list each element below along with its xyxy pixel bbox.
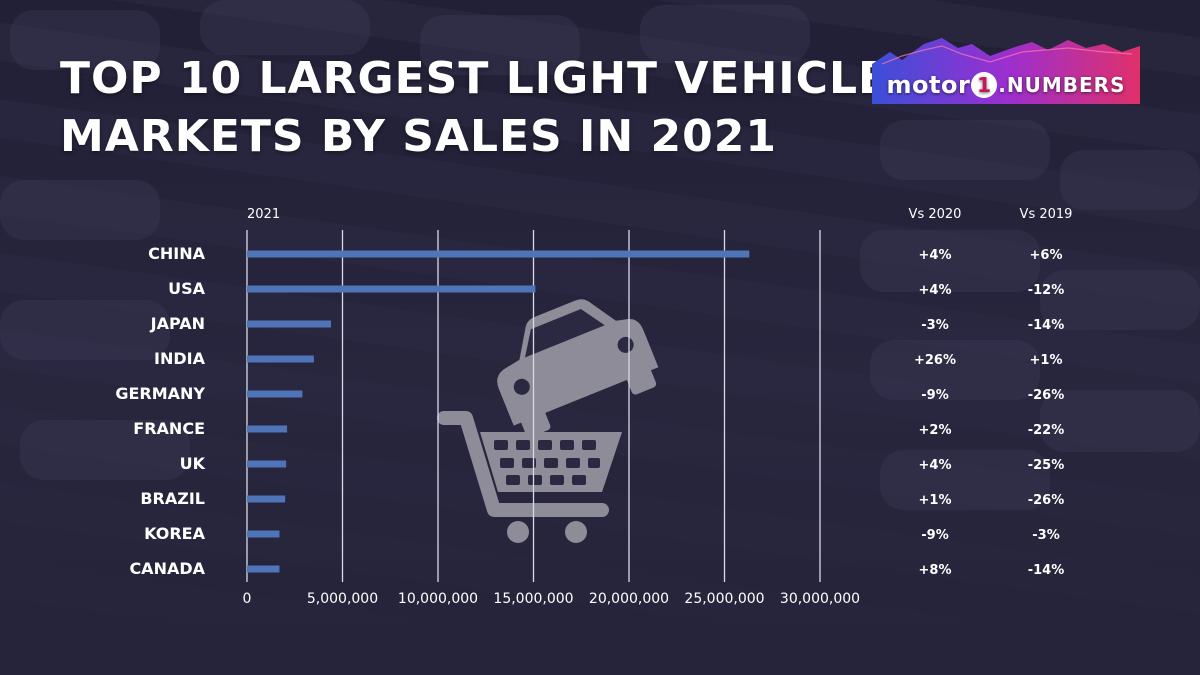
x-axis-ticks: 0 5,000,000 10,000,000 15,000,000 20,000,000… xyxy=(243,591,861,607)
mountain-logo-icon xyxy=(872,38,1140,104)
bar-india xyxy=(247,355,314,363)
x-tick-label: 0 xyxy=(243,591,252,607)
comparison-value: -26% xyxy=(1028,388,1065,403)
bars xyxy=(247,250,750,573)
bar-canada xyxy=(247,565,280,573)
comparison-value: +6% xyxy=(1030,248,1063,263)
category-label: CANADA xyxy=(129,559,205,578)
category-label: BRAZIL xyxy=(140,489,205,508)
gridlines xyxy=(246,230,821,582)
comparison-value: -3% xyxy=(1032,528,1059,543)
comparison-value: +4% xyxy=(919,248,952,263)
category-label: FRANCE xyxy=(133,419,205,438)
bar-china xyxy=(247,250,750,258)
category-label: GERMANY xyxy=(115,384,205,403)
category-label: INDIA xyxy=(154,349,206,368)
comparison-value: -3% xyxy=(921,318,948,333)
comparison-value: +1% xyxy=(1030,353,1063,368)
bar-germany xyxy=(247,390,303,398)
x-tick-label: 10,000,000 xyxy=(398,591,478,607)
comparison-value: +1% xyxy=(919,493,952,508)
comparison-value: -25% xyxy=(1028,458,1065,473)
x-tick-label: 20,000,000 xyxy=(589,591,669,607)
category-label: USA xyxy=(168,279,206,298)
logo-brand-one: 1 xyxy=(971,72,998,98)
bar-usa xyxy=(247,285,536,293)
comparison-value: -14% xyxy=(1028,563,1065,578)
motor1-numbers-logo: motor 1 .NUMBERS xyxy=(872,34,1140,112)
bar-korea xyxy=(247,530,280,538)
x-tick-label: 30,000,000 xyxy=(780,591,860,607)
page-title: TOP 10 LARGEST LIGHT VEHICLE MARKETS BY … xyxy=(60,50,889,166)
series-label: 2021 xyxy=(247,207,280,222)
x-tick-label: 25,000,000 xyxy=(684,591,764,607)
comparison-value: +2% xyxy=(919,423,952,438)
comparison-value: +8% xyxy=(919,563,952,578)
title-line-1: TOP 10 LARGEST LIGHT VEHICLE xyxy=(60,53,890,104)
comparison-value: -22% xyxy=(1028,423,1065,438)
x-tick-label: 15,000,000 xyxy=(493,591,573,607)
comparison-value: -26% xyxy=(1028,493,1065,508)
comparison-value: -12% xyxy=(1028,283,1065,298)
logo-brand-left: motor xyxy=(886,71,971,99)
x-tick-label: 5,000,000 xyxy=(307,591,378,607)
bar-uk xyxy=(247,460,287,468)
bar-france xyxy=(247,425,288,433)
cart-car-icon xyxy=(437,299,659,543)
comparison-value: -14% xyxy=(1028,318,1065,333)
logo-brand-right: .NUMBERS xyxy=(998,73,1126,97)
comparison-value: -9% xyxy=(921,528,948,543)
comparison-value: -9% xyxy=(921,388,948,403)
bar-brazil xyxy=(247,495,286,503)
comparison-value: +4% xyxy=(919,283,952,298)
category-labels: CHINA USA JAPAN INDIA GERMANY FRANCE UK BRAZIL K… xyxy=(115,244,205,578)
category-label: UK xyxy=(180,454,206,473)
comparison-value: +26% xyxy=(914,353,956,368)
bar-japan xyxy=(247,320,332,328)
category-label: CHINA xyxy=(148,244,205,263)
comparison-value: +4% xyxy=(919,458,952,473)
comparison-columns: Vs 2020 +4% +4% -3% +26% -9% +2% +4% +1% -9% +8% Vs… xyxy=(909,207,1073,578)
comparison-header: Vs 2020 xyxy=(909,207,962,222)
title-line-2: MARKETS BY SALES IN 2021 xyxy=(60,111,778,162)
category-label: JAPAN xyxy=(150,314,205,333)
category-label: KOREA xyxy=(144,524,206,543)
comparison-header: Vs 2019 xyxy=(1020,207,1073,222)
